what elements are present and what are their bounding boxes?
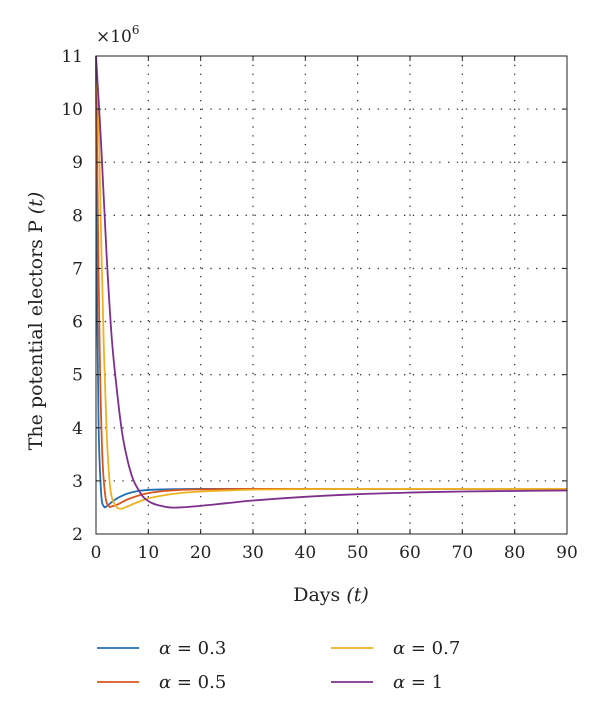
x-tick-label-8: 80 (504, 543, 526, 563)
y-tick-label-3: 5 (72, 366, 83, 386)
x-tick-label-3: 30 (242, 543, 264, 563)
y-axis-title: The potential electors P (t) (25, 192, 47, 451)
legend-eq-3: = 1 (405, 672, 443, 693)
x-axis-title: Days (t) (293, 584, 369, 606)
x-axis-title-text: Days (293, 584, 340, 606)
legend: α = 0.3α = 0.5α = 0.7α = 1 (97, 638, 460, 693)
x-tick-label-9: 90 (556, 543, 578, 563)
y-tick-label-0: 2 (72, 525, 83, 545)
y-tick-label-8: 10 (61, 100, 83, 120)
legend-greek-2: α (393, 638, 405, 659)
series-line-3 (95, 55, 568, 509)
x-tick-label-7: 70 (452, 543, 474, 563)
y-multiplier-exp: 6 (132, 23, 140, 37)
legend-label-0: α = 0.3 (159, 638, 226, 659)
legend-label-1: α = 0.5 (159, 672, 226, 693)
legend-eq-1: = 0.5 (171, 672, 226, 693)
legend-greek-1: α (159, 672, 171, 693)
legend-eq-2: = 0.7 (405, 638, 460, 659)
x-tick-label-0: 0 (91, 543, 102, 563)
y-multiplier-base: ×10 (96, 27, 132, 47)
legend-eq-0: = 0.3 (171, 638, 226, 659)
ticks: 0 10 20 30 40 50 60 70 80 90 2 3 4 5 6 7 8 9 10 11 (61, 47, 577, 563)
y-axis-title-text: The potential electors P (25, 220, 47, 450)
x-tick-label-1: 10 (138, 543, 160, 563)
legend-label-2: α = 0.7 (393, 638, 460, 659)
y-tick-label-9: 11 (61, 47, 83, 67)
legend-item-1: α = 0.5 (97, 672, 226, 693)
grid (96, 56, 567, 534)
legend-item-2: α = 0.7 (331, 638, 460, 659)
x-axis-title-var: (t) (346, 584, 368, 606)
y-tick-label-5: 7 (72, 259, 83, 279)
series-line-0 (95, 55, 567, 509)
legend-label-3: α = 1 (393, 672, 443, 693)
y-tick-label-4: 6 (72, 313, 83, 333)
y-tick-label-2: 4 (72, 419, 83, 439)
legend-item-0: α = 0.3 (97, 638, 226, 659)
series-layer (95, 55, 568, 510)
legend-greek-0: α (159, 638, 171, 659)
y-tick-label-7: 9 (72, 153, 83, 173)
plot-frame (95, 55, 568, 535)
x-tick-label-5: 50 (347, 543, 369, 563)
y-tick-label-6: 8 (72, 206, 83, 226)
y-tick-label-1: 3 (72, 472, 83, 492)
legend-item-3: α = 1 (331, 672, 443, 693)
x-tick-label-2: 20 (190, 543, 212, 563)
legend-greek-3: α (393, 672, 405, 693)
y-multiplier: ×106 (96, 23, 140, 47)
x-tick-label-6: 60 (399, 543, 421, 563)
series-line-1 (95, 55, 567, 509)
y-axis-title-var: (t) (25, 192, 47, 214)
x-tick-label-4: 40 (295, 543, 317, 563)
series-line-2 (95, 55, 567, 510)
